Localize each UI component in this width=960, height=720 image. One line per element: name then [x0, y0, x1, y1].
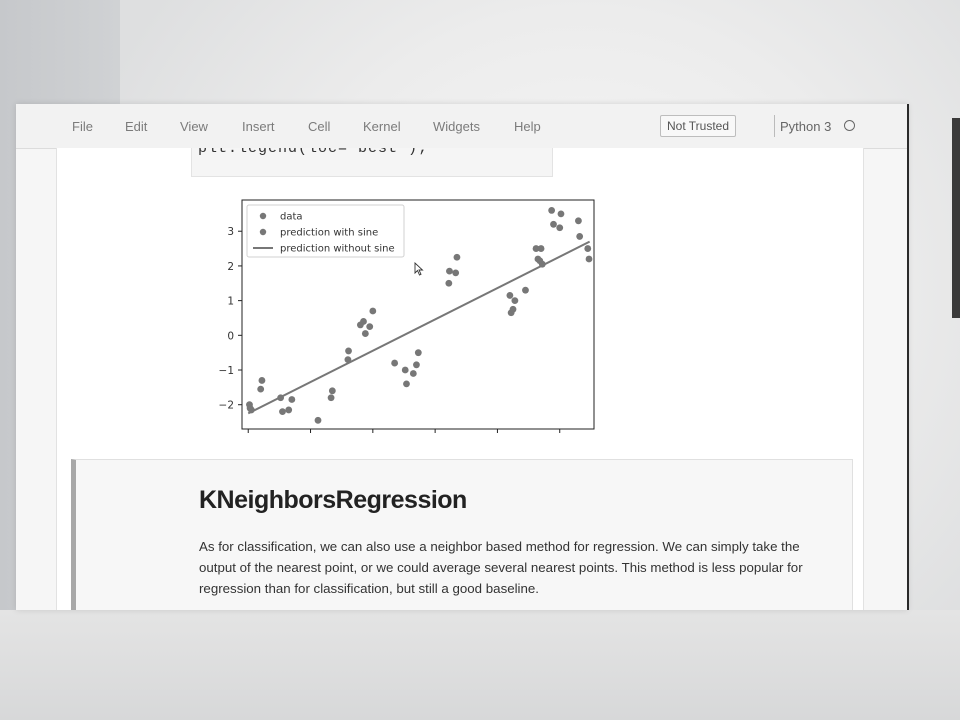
data-point [277, 394, 285, 402]
x-tick-label: 0 [432, 437, 439, 438]
data-point [409, 370, 417, 377]
data-point [361, 330, 369, 337]
data-point [366, 323, 374, 331]
data-point [453, 253, 461, 261]
data-point [506, 292, 514, 299]
menu-edit[interactable]: Edit [125, 119, 148, 134]
menu-kernel[interactable]: Kernel [363, 119, 401, 134]
data-points-layer [246, 207, 593, 424]
menu-file[interactable]: File [72, 119, 93, 134]
data-point [403, 380, 410, 388]
kernel-separator [774, 115, 775, 137]
menu-bar: File Edit View Insert Cell Kernel Widget… [16, 104, 908, 149]
data-point [452, 269, 460, 277]
legend-marker-swatch [259, 212, 267, 220]
data-point [522, 286, 529, 294]
data-point [360, 318, 367, 325]
regression-line [247, 240, 591, 415]
menu-insert[interactable]: Insert [242, 119, 275, 134]
data-point [247, 406, 255, 414]
data-point [344, 356, 352, 364]
jupyter-window: File Edit View Insert Cell Kernel Widget… [16, 104, 908, 610]
kernel-idle-circle-icon [844, 120, 855, 131]
data-point [414, 349, 422, 357]
notebook-container: plt.legend(loc='best'); −3 −2 −1 0 1 2 −2 −1 0 1 2… [56, 148, 864, 610]
not-trusted-button[interactable]: Not Trusted [660, 115, 737, 137]
axis-ticks: −3 −2 −1 0 1 2 −2 −1 0 1 2 3 [219, 226, 564, 438]
code-line: plt.legend(loc='best'); [198, 148, 429, 157]
data-point [401, 366, 409, 374]
data-point [413, 361, 420, 369]
data-point [258, 377, 266, 384]
data-point [285, 406, 293, 414]
menu-widgets[interactable]: Widgets [433, 119, 480, 134]
y-tick-label: −1 [219, 365, 234, 377]
background-bottom [0, 610, 960, 720]
window-right-edge [907, 104, 909, 610]
mouse-cursor-icon [414, 262, 424, 276]
data-point [537, 245, 545, 252]
y-tick-label: 3 [227, 226, 234, 238]
x-tick-label: −2 [303, 437, 318, 438]
y-tick-label: 1 [227, 296, 234, 308]
data-point [314, 416, 322, 424]
legend-label: prediction without sine [280, 244, 395, 255]
scatter-plot: −3 −2 −1 0 1 2 −2 −1 0 1 2 3 data prediction with si… [219, 199, 595, 438]
data-point [509, 305, 517, 313]
menu-cell[interactable]: Cell [308, 119, 331, 134]
x-tick-label: 2 [556, 437, 563, 438]
menu-view[interactable]: View [180, 119, 208, 134]
x-tick-label: −1 [365, 437, 380, 438]
data-point [576, 233, 584, 240]
data-point [328, 387, 336, 395]
data-point [550, 220, 557, 228]
markdown-cell[interactable]: KNeighborsRegression As for classificati… [71, 459, 853, 610]
x-tick-label: 1 [494, 437, 501, 438]
data-point [327, 394, 335, 402]
data-point [557, 210, 565, 218]
data-point [279, 408, 286, 416]
legend-label: data [280, 212, 303, 223]
data-point [511, 297, 519, 305]
section-paragraph: As for classification, we can also use a… [199, 539, 803, 596]
data-point [369, 307, 377, 315]
section-heading: KNeighborsRegression [199, 486, 467, 514]
data-point [538, 260, 546, 268]
data-point [345, 347, 352, 355]
data-point [575, 217, 582, 225]
data-point [445, 279, 453, 287]
legend-label: prediction with sine [280, 228, 378, 239]
y-tick-label: 2 [227, 261, 234, 273]
regression-line-layer [247, 240, 591, 415]
data-point [532, 245, 540, 252]
data-point [548, 207, 556, 214]
y-tick-label: 0 [227, 330, 234, 342]
legend: data prediction with sine prediction witho… [246, 204, 405, 258]
x-tick-label: −3 [240, 437, 255, 438]
legend-marker-swatch [259, 228, 267, 236]
code-cell[interactable]: plt.legend(loc='best'); [191, 148, 553, 177]
data-point [584, 245, 592, 252]
data-point [257, 385, 265, 393]
data-point [585, 255, 593, 263]
data-point [288, 396, 296, 403]
menu-help[interactable]: Help [514, 119, 541, 134]
data-point [391, 359, 399, 367]
data-point [556, 224, 564, 232]
legend-box [246, 204, 405, 258]
data-point [446, 267, 453, 275]
y-tick-label: −2 [219, 400, 234, 412]
background-dark-edge [952, 118, 960, 318]
kernel-name: Python 3 [780, 119, 832, 134]
